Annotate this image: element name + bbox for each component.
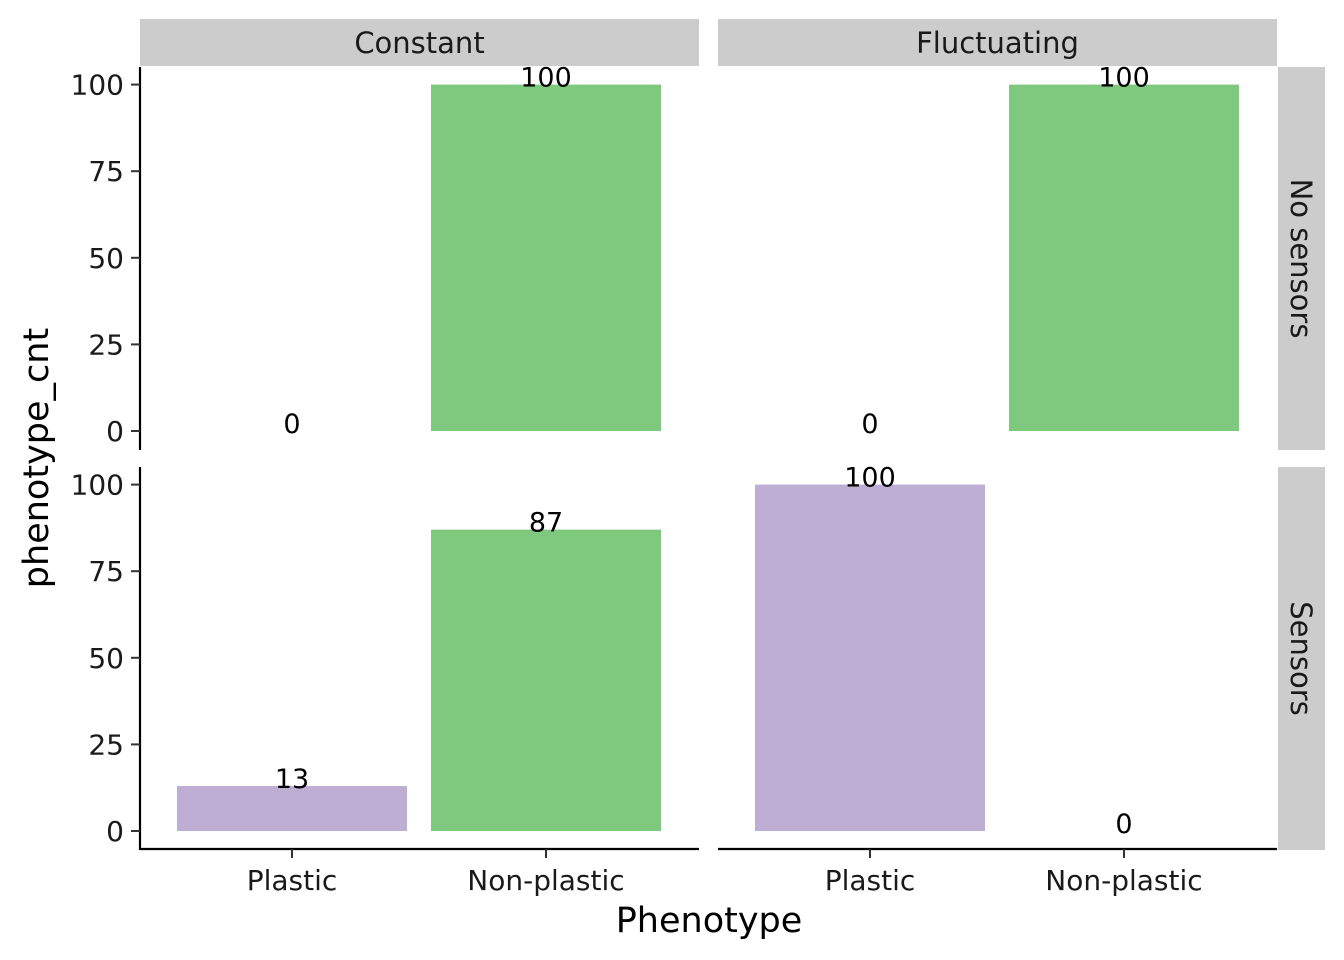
x-tick-label-fluctuating-non-plastic: Non-plastic [1045,864,1202,897]
data-label-constant-no-sensors-plastic: 0 [283,409,300,440]
strip-fluctuating [718,19,1277,66]
strip-no-sensors [1278,67,1325,450]
y-tick-label-no-sensors-50: 50 [88,242,124,275]
data-label-constant-no-sensors-non-plastic: 100 [520,63,572,94]
y-tick-label-sensors-0: 0 [106,815,124,848]
y-tick-label-sensors-75: 75 [88,555,124,588]
bar-constant-sensors-plastic [177,785,407,831]
data-label-fluctuating-sensors-plastic: 100 [844,463,896,494]
bar-fluctuating-no-sensors-non-plastic [1009,84,1239,431]
data-label-constant-sensors-plastic: 13 [275,764,309,795]
panel-fluctuating-sensors: 100 0 [755,463,1133,840]
facet-panels: 0 100 0 100 13 87 100 0 [177,63,1239,840]
x-axis-title: Phenotype [616,901,803,941]
data-label-fluctuating-sensors-non-plastic: 0 [1115,809,1132,840]
strip-label-constant: Constant [354,26,484,60]
x-tick-label-constant-plastic: Plastic [247,864,338,897]
facet-strips: Constant Fluctuating No sensors Sensors [140,19,1325,850]
axes: 0 25 50 75 100 0 25 50 75 100 Plastic Non-plastic Pl… [71,67,1277,897]
y-tick-label-no-sensors-25: 25 [88,328,124,361]
y-tick-label-no-sensors-0: 0 [106,415,124,448]
y-tick-label-no-sensors-100: 100 [71,69,124,102]
panel-constant-sensors: 13 87 [177,508,661,831]
strip-label-no-sensors: No sensors [1284,179,1318,339]
y-tick-label-no-sensors-75: 75 [88,155,124,188]
bar-fluctuating-sensors-plastic [755,484,985,831]
y-axis-title: phenotype_cnt [17,328,57,588]
x-tick-label-constant-non-plastic: Non-plastic [467,864,624,897]
panel-fluctuating-no-sensors: 0 100 [861,63,1239,440]
bar-constant-no-sensors-non-plastic [431,84,661,431]
bar-constant-sensors-non-plastic [431,529,661,831]
y-tick-label-sensors-25: 25 [88,728,124,761]
data-label-constant-sensors-non-plastic: 87 [529,508,563,539]
data-label-fluctuating-no-sensors-plastic: 0 [861,409,878,440]
strip-label-fluctuating: Fluctuating [916,26,1079,60]
strip-sensors [1278,467,1325,850]
panel-constant-no-sensors: 0 100 [283,63,661,440]
strip-constant [140,19,699,66]
x-tick-label-fluctuating-plastic: Plastic [825,864,916,897]
data-label-fluctuating-no-sensors-non-plastic: 100 [1098,63,1150,94]
y-tick-label-sensors-100: 100 [71,469,124,502]
strip-label-sensors: Sensors [1284,601,1318,716]
y-tick-label-sensors-50: 50 [88,642,124,675]
